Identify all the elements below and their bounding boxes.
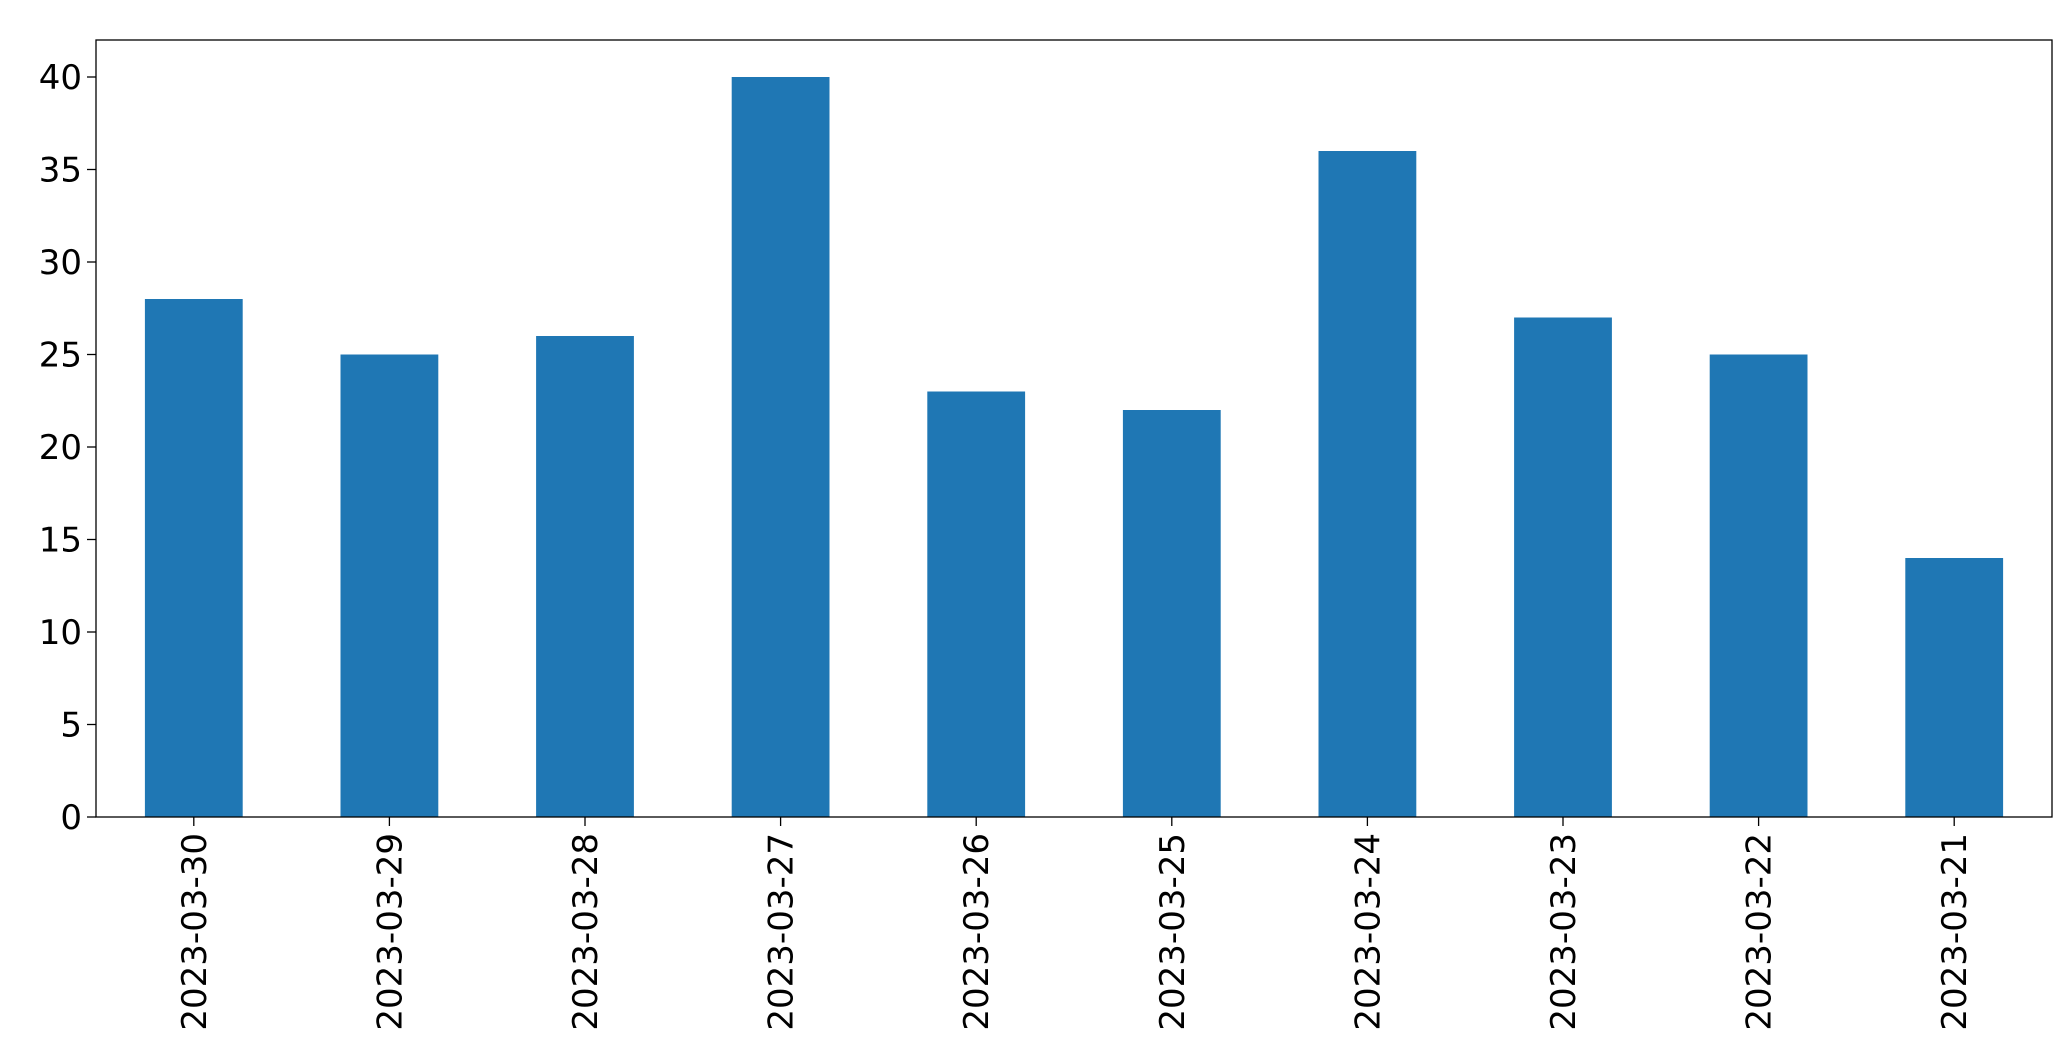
bar — [536, 336, 634, 817]
y-tick-label: 5 — [60, 706, 82, 746]
x-tick-label: 2023-03-28 — [566, 833, 606, 1031]
x-tick-label: 2023-03-24 — [1348, 833, 1388, 1031]
bar — [144, 299, 243, 817]
y-tick-label: 0 — [60, 798, 82, 838]
x-tick-label: 2023-03-27 — [762, 833, 802, 1031]
axes-frame — [95, 39, 2053, 818]
x-tick-label: 2023-03-29 — [370, 833, 410, 1031]
bar — [1709, 354, 1808, 817]
y-tick-label: 30 — [39, 243, 82, 283]
y-tick-label: 40 — [39, 58, 82, 98]
y-tick-label: 35 — [39, 151, 82, 191]
bar — [731, 77, 830, 817]
plot-area — [144, 77, 2004, 817]
bar — [340, 354, 439, 817]
x-tick-label: 2023-03-23 — [1544, 833, 1584, 1031]
x-tick-label: 2023-03-25 — [1153, 833, 1193, 1031]
bar — [1905, 558, 2004, 817]
x-tick-label: 2023-03-22 — [1740, 833, 1780, 1031]
y-tick-label: 15 — [39, 521, 82, 561]
bar — [927, 391, 1026, 817]
y-tick-label: 20 — [39, 428, 82, 468]
bar — [1514, 317, 1612, 817]
bar — [1122, 410, 1221, 817]
y-tick-label: 25 — [39, 336, 82, 376]
x-tick-label: 2023-03-21 — [1935, 833, 1975, 1031]
x-tick-label: 2023-03-30 — [175, 833, 215, 1031]
bar — [1318, 151, 1417, 817]
x-tick-label: 2023-03-26 — [957, 833, 997, 1031]
y-tick-label: 10 — [39, 613, 82, 653]
